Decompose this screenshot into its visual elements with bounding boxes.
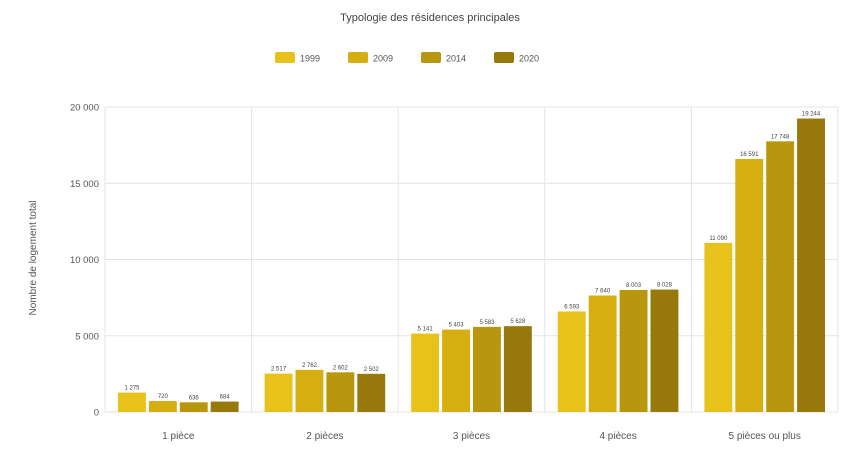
y-tick-label: 0 <box>94 408 99 419</box>
bar-2009-2[interactable] <box>295 369 324 412</box>
y-tick-label: 15 000 <box>70 179 99 190</box>
bar-2014-1[interactable] <box>179 402 208 412</box>
chart-title: Typologie des résidences principales <box>340 12 520 24</box>
bar-2009-4[interactable] <box>588 295 617 412</box>
bar-2014-4[interactable] <box>619 289 648 412</box>
bar-2020-1[interactable] <box>210 401 239 412</box>
bar-1999-2[interactable] <box>264 373 293 412</box>
legend-swatch-2009[interactable] <box>348 52 368 63</box>
bar-value-label: 8 003 <box>626 283 642 289</box>
bar-value-label: 720 <box>158 394 169 400</box>
y-tick-label: 20 000 <box>70 103 99 114</box>
bar-1999-4[interactable] <box>557 311 586 412</box>
legend-label-2020[interactable]: 2020 <box>519 54 539 64</box>
bar-value-label: 1 275 <box>124 386 140 392</box>
bar-2020-5[interactable] <box>797 118 825 412</box>
y-axis-label: Nombre de logement total <box>28 200 39 315</box>
y-tick-label: 10 000 <box>70 255 99 266</box>
x-tick-label: 5 pièces ou plus <box>729 431 801 442</box>
x-tick-label: 3 pièces <box>453 431 490 442</box>
bar-1999-5[interactable] <box>704 242 733 412</box>
bars <box>118 118 825 412</box>
bar-2009-3[interactable] <box>442 329 470 412</box>
x-tick-label: 2 pièces <box>306 431 343 442</box>
bar-1999-1[interactable] <box>118 392 146 412</box>
bar-2014-2[interactable] <box>326 372 355 412</box>
bar-2014-5[interactable] <box>766 141 795 412</box>
bar-value-label: 2 502 <box>364 367 380 373</box>
grid <box>104 106 839 413</box>
bar-value-label: 5 628 <box>510 319 526 325</box>
bar-2014-3[interactable] <box>473 326 501 412</box>
bar-value-label: 2 602 <box>333 365 349 371</box>
bar-2020-3[interactable] <box>503 326 532 412</box>
x-axis: 1 pièce 2 pièces 3 pièces 4 pièces 5 pièces … <box>162 431 801 442</box>
bar-value-label: 5 583 <box>479 320 495 326</box>
legend-label-1999[interactable]: 1999 <box>300 54 320 64</box>
bar-value-label: 7 640 <box>595 288 611 294</box>
bar-2009-5[interactable] <box>735 158 764 412</box>
y-tick-label: 5 000 <box>75 331 99 342</box>
bar-2009-1[interactable] <box>148 401 177 412</box>
legend-swatch-2014[interactable] <box>421 52 441 63</box>
bar-value-label: 8 028 <box>657 283 673 289</box>
legend: 1999 2009 2014 2020 <box>275 52 539 64</box>
bar-value-label: 11 090 <box>709 236 728 242</box>
bar-value-label: 17 748 <box>771 134 790 140</box>
x-tick-label: 1 pièce <box>162 431 195 442</box>
bar-1999-3[interactable] <box>411 333 440 412</box>
bar-value-label: 19 244 <box>802 112 821 118</box>
legend-label-2014[interactable]: 2014 <box>446 54 466 64</box>
legend-label-2009[interactable]: 2009 <box>373 54 393 64</box>
legend-swatch-2020[interactable] <box>494 52 514 63</box>
bar-labels: 1 275 720 636 684 2 517 2 762 2 602 2 502 5 141 5… <box>124 112 820 402</box>
y-axis: 0 5 000 10 000 15 000 20 000 <box>70 103 99 419</box>
legend-swatch-1999[interactable] <box>275 52 295 63</box>
x-tick-label: 4 pièces <box>599 431 636 442</box>
bar-value-label: 684 <box>220 395 231 401</box>
bar-value-label: 6 593 <box>564 304 580 310</box>
bar-value-label: 5 403 <box>449 323 465 329</box>
bar-2020-4[interactable] <box>650 289 679 412</box>
bar-value-label: 5 141 <box>418 327 434 333</box>
bar-value-label: 636 <box>189 395 200 401</box>
bar-value-label: 16 591 <box>740 152 759 158</box>
bar-value-label: 2 517 <box>271 367 287 373</box>
bar-value-label: 2 762 <box>302 363 318 369</box>
bar-2020-2[interactable] <box>357 373 386 412</box>
